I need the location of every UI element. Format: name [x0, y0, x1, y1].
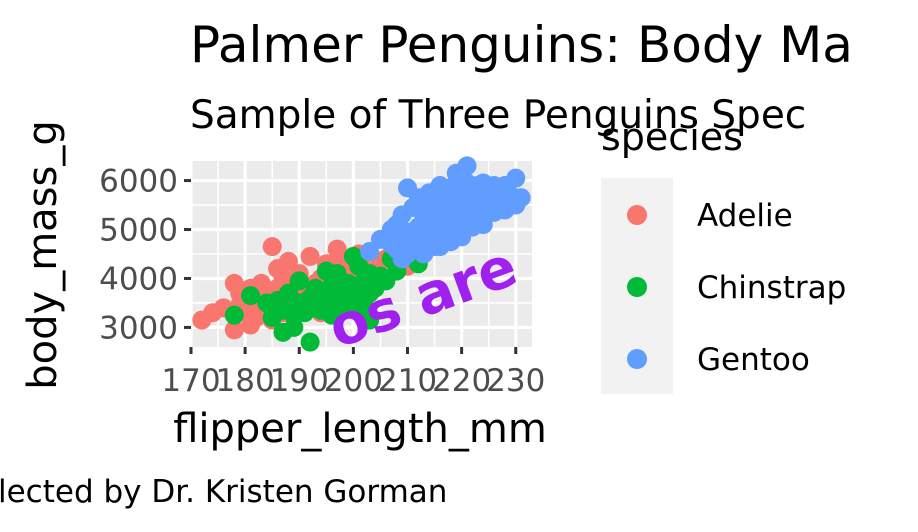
legend-key-adelie — [627, 205, 647, 225]
x-tick-label: 210 — [378, 363, 437, 399]
plot-panel — [189, 156, 532, 352]
data-point-adelie — [268, 259, 288, 279]
legend-title: species — [601, 115, 743, 159]
y-axis-title: body_mass_g — [20, 120, 66, 389]
legend-label-chinstrap: Chinstrap — [697, 270, 846, 306]
data-points — [192, 156, 531, 352]
data-point-chinstrap — [224, 305, 244, 325]
y-tick-label: 4000 — [99, 261, 178, 297]
chart-title: Palmer Penguins: Body Ma — [190, 16, 853, 74]
y-tick-label: 3000 — [99, 310, 178, 346]
data-point-gentoo — [381, 220, 401, 240]
data-point-gentoo — [403, 239, 423, 259]
data-point-adelie — [327, 239, 347, 259]
y-tick-label: 5000 — [99, 213, 178, 249]
x-tick-label: 190 — [270, 363, 329, 399]
data-point-gentoo — [435, 217, 455, 237]
legend-key-gentoo — [627, 349, 647, 369]
data-point-adelie — [262, 237, 282, 257]
chart-subtitle: Sample of Three Penguins Spec — [190, 93, 806, 138]
data-point-gentoo — [425, 237, 445, 257]
legend-key-chinstrap — [627, 277, 647, 297]
y-axis: 3000 4000 5000 6000 — [99, 164, 191, 346]
legend-label-adelie: Adelie — [697, 198, 793, 234]
data-point-chinstrap — [284, 317, 304, 337]
data-point-chinstrap — [289, 271, 309, 291]
x-axis-title: flipper_length_mm — [173, 406, 547, 452]
legend-items: Adelie Chinstrap Gentoo — [627, 198, 846, 378]
data-point-adelie — [224, 320, 244, 340]
data-point-gentoo — [468, 175, 488, 195]
data-point-gentoo — [398, 178, 418, 198]
x-tick-label: 220 — [432, 363, 491, 399]
data-point-gentoo — [511, 188, 531, 208]
y-tick-label: 6000 — [99, 164, 178, 200]
data-point-chinstrap — [327, 303, 347, 323]
data-point-chinstrap — [343, 246, 363, 266]
data-point-chinstrap — [300, 332, 320, 352]
legend-label-gentoo: Gentoo — [697, 342, 810, 378]
data-point-chinstrap — [268, 291, 288, 310]
x-tick-label: 230 — [486, 363, 545, 399]
data-point-chinstrap — [360, 310, 380, 330]
data-point-gentoo — [495, 175, 515, 195]
x-tick-label: 180 — [216, 363, 275, 399]
data-point-chinstrap — [241, 286, 261, 306]
data-point-gentoo — [462, 217, 482, 237]
x-tick-label: 200 — [324, 363, 383, 399]
x-tick-label: 170 — [161, 363, 220, 399]
data-point-gentoo — [360, 242, 380, 262]
data-point-chinstrap — [316, 261, 336, 281]
data-point-gentoo — [452, 171, 472, 191]
chart-caption: lected by Dr. Kristen Gorman — [0, 474, 447, 510]
legend: species Adelie Chinstrap Gentoo — [601, 115, 846, 394]
data-point-adelie — [300, 246, 320, 266]
